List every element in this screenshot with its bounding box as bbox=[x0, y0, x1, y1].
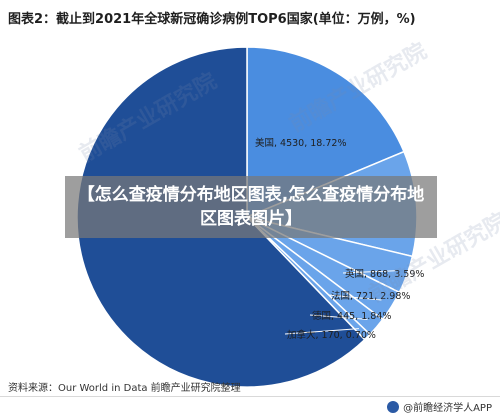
slice-label-法国: 法国, 721, 2.98% bbox=[331, 290, 410, 302]
slice-label-德国: 德国, 445, 1.84% bbox=[312, 310, 391, 322]
leader-line-加拿大 bbox=[284, 328, 359, 335]
footer-text: @前瞻经济学人APP bbox=[403, 403, 492, 414]
source-note: 资料来源：Our World in Data 前瞻产业研究院整理 bbox=[8, 383, 241, 394]
slice-label-加拿大: 加拿大, 170, 0.70% bbox=[287, 329, 376, 341]
app-logo-icon bbox=[387, 400, 400, 413]
pie-slice-美国 bbox=[246, 46, 405, 219]
divider bbox=[0, 396, 500, 397]
chart-title: 图表2：截止到2021年全球新冠确诊病例TOP6国家(单位：万例，%) bbox=[8, 12, 416, 27]
slice-label-英国: 英国, 868, 3.59% bbox=[345, 268, 424, 280]
slice-label-美国: 美国, 4530, 18.72% bbox=[255, 137, 346, 149]
leader-line-英国 bbox=[342, 270, 396, 274]
overlay-banner: 【怎么查疫情分布地区图表,怎么查疫情分布地区图表图片】 bbox=[65, 176, 437, 238]
footer-credit: @前瞻经济学人APP bbox=[387, 399, 492, 414]
overlay-text: 【怎么查疫情分布地区图表,怎么查疫情分布地区图表图片】 bbox=[77, 185, 425, 229]
leader-line-法国 bbox=[328, 294, 382, 301]
leader-line-德国 bbox=[309, 314, 368, 320]
